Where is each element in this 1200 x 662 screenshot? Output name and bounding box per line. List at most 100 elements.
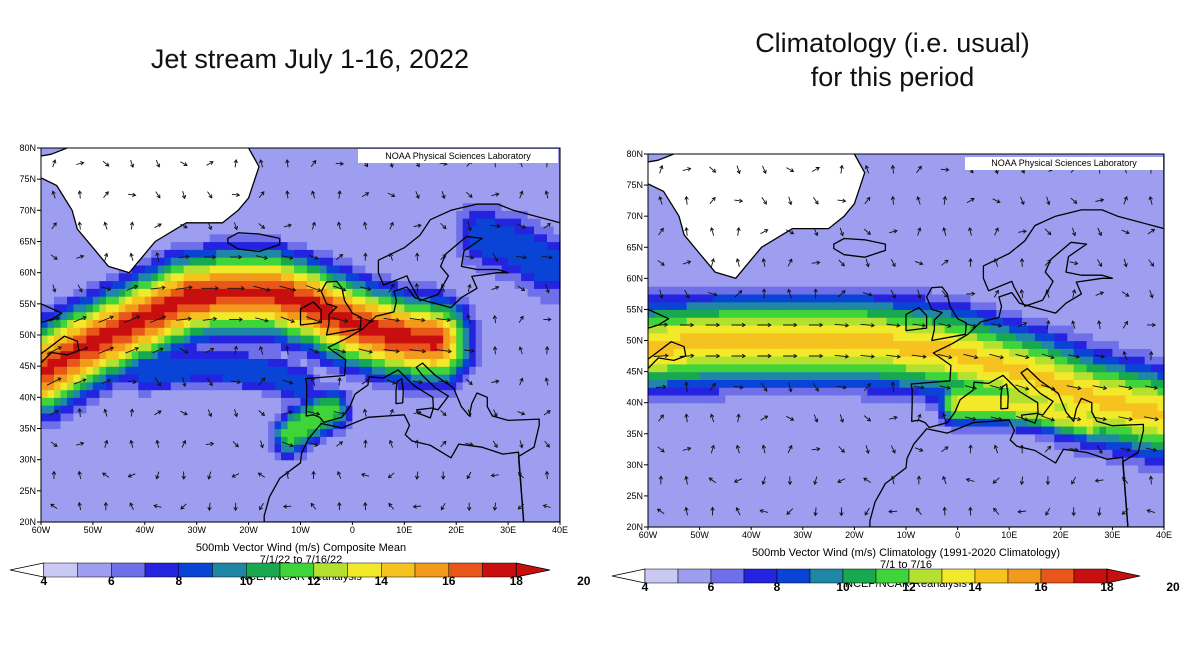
wind-vector — [760, 415, 769, 421]
wind-vector — [388, 252, 394, 261]
wind-vector — [258, 223, 266, 229]
wind-vector — [760, 229, 769, 235]
colorbar-label: 4 — [642, 580, 649, 594]
wind-vector — [890, 289, 896, 299]
wind-vector — [440, 222, 447, 230]
wind-vector — [1045, 507, 1051, 516]
wind-vector — [811, 260, 821, 265]
wind-vector — [808, 322, 824, 328]
wind-vector — [202, 316, 218, 322]
wind-vector — [48, 316, 60, 322]
wind-vector — [440, 253, 447, 261]
credit-box-left — [358, 149, 558, 163]
wind-vector — [255, 255, 269, 260]
wind-vector — [182, 377, 187, 388]
map-panel-left: NOAA Physical Sciences Laboratory 80N 75N… — [9, 143, 591, 588]
coastline — [1020, 412, 1039, 424]
wind-vector — [865, 258, 870, 268]
wind-vector — [684, 506, 689, 516]
colorbar-label: 14 — [375, 574, 389, 588]
wind-vector — [787, 444, 793, 454]
wind-vector — [736, 413, 741, 423]
wind-vector — [259, 345, 264, 355]
wind-vector — [104, 252, 109, 261]
lat-label: 45N — [626, 367, 643, 377]
wind-vector — [890, 258, 896, 268]
wind-vector — [308, 348, 320, 354]
wind-vector — [813, 476, 818, 486]
wind-vector — [890, 381, 896, 393]
wind-vector — [360, 472, 370, 478]
wind-vector — [1069, 260, 1079, 266]
wind-vector — [335, 253, 344, 260]
panel-title-right: Climatology (i.e. usual) for this period — [755, 28, 1030, 92]
colorbar-label: 20 — [577, 574, 591, 588]
colorbar-label: 12 — [307, 574, 321, 588]
lon-labels-right: 60W 50W 40W 30W 20W 10W 0 10E 20E 30E 40E — [639, 527, 1172, 540]
wind-vector — [155, 159, 161, 168]
wind-vector — [890, 475, 895, 485]
lon-label: 10W — [291, 525, 310, 535]
wind-vector — [735, 507, 741, 516]
wind-vector — [1122, 320, 1128, 329]
wind-vector — [466, 314, 472, 325]
wind-vector — [77, 470, 82, 479]
wind-vector — [77, 501, 82, 511]
wind-vector — [518, 315, 524, 323]
wind-vector — [917, 413, 922, 423]
wind-vector — [991, 323, 1003, 328]
lon-label: 20E — [1053, 530, 1069, 540]
wind-vector — [310, 502, 317, 510]
wind-vector — [206, 161, 214, 166]
wind-vector — [409, 349, 427, 354]
wind-vector — [491, 379, 500, 384]
wind-vector — [388, 502, 395, 510]
wind-vector — [389, 408, 394, 417]
lat-label: 20N — [19, 517, 36, 527]
colorbar-label: 8 — [774, 580, 781, 594]
colorbar-segment — [43, 562, 78, 578]
wind-vector — [98, 315, 114, 323]
wind-vector — [544, 345, 550, 355]
wind-vector — [232, 441, 239, 448]
wind-vector — [285, 345, 290, 355]
wind-vector — [181, 439, 187, 448]
coastlines-left — [41, 148, 560, 522]
wind-vector — [863, 228, 872, 235]
wind-vector — [516, 223, 527, 229]
wind-vector — [657, 446, 665, 453]
wind-vector — [130, 159, 135, 169]
wind-vector — [839, 414, 844, 423]
wind-vector — [734, 198, 744, 204]
wind-vector — [466, 471, 472, 480]
lon-label: 30E — [500, 525, 516, 535]
wind-vector — [994, 227, 999, 236]
wind-vector — [889, 229, 898, 234]
lat-label: 50N — [626, 336, 643, 346]
wind-vector — [333, 285, 347, 292]
wind-vector — [153, 504, 162, 509]
lat-label: 55N — [626, 304, 643, 314]
wind-vector — [337, 190, 342, 199]
wind-vector — [993, 258, 999, 267]
wind-vector — [1092, 385, 1108, 391]
wind-vector — [834, 354, 850, 359]
colorbar-segment — [611, 568, 646, 584]
wind-vector — [783, 322, 798, 328]
wind-vector — [786, 508, 794, 515]
wind-vector — [759, 509, 769, 514]
wind-vector — [413, 223, 422, 228]
wind-vector — [492, 252, 499, 263]
wind-vector — [409, 317, 426, 323]
wind-vector — [963, 353, 979, 360]
wind-vector — [839, 507, 844, 517]
wind-vector — [383, 317, 400, 323]
wind-vector — [708, 477, 717, 484]
wind-vector — [438, 379, 450, 385]
wind-vector — [680, 322, 695, 328]
wind-vector — [389, 221, 394, 230]
wind-vector — [282, 504, 292, 509]
wind-vector — [915, 507, 922, 515]
wind-vector — [253, 285, 271, 292]
wind-vector — [684, 289, 690, 299]
